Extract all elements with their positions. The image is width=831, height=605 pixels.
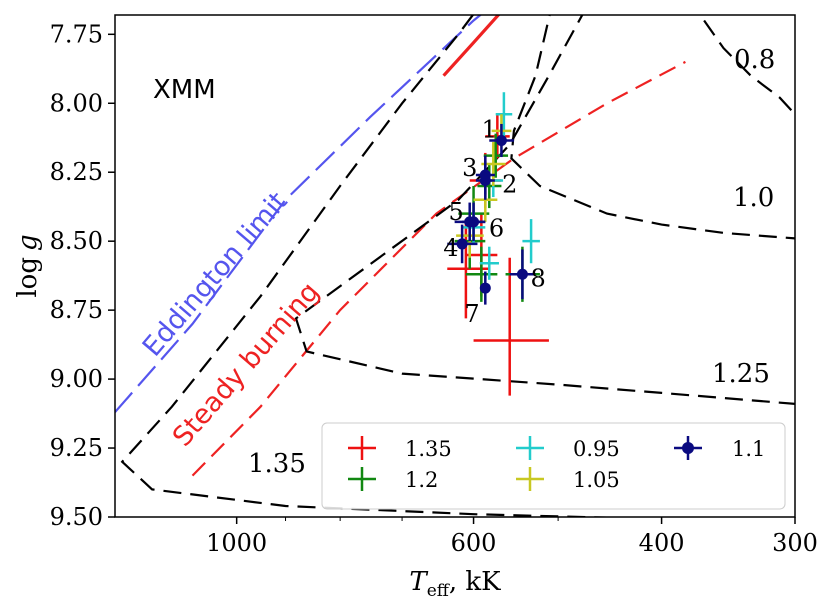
legend-marker-1.35 [348, 436, 376, 460]
point-label-5: 5 [448, 198, 463, 226]
y-tick-label: 9.25 [50, 434, 103, 462]
x-tick-label: 300 [772, 529, 818, 557]
legend-label-1.1: 1.1 [732, 437, 765, 461]
y-axis-label: logg [13, 234, 43, 297]
legend-label-1.35: 1.35 [405, 437, 452, 461]
x-tick-label: 400 [639, 529, 685, 557]
point-1.1-2 [475, 161, 495, 200]
y-tick-label: 8.25 [50, 158, 103, 186]
curve-contour-1.35 [120, 15, 625, 517]
point-label-7: 7 [464, 300, 479, 328]
curve-contour-1.0 [510, 15, 795, 240]
point-label-4: 4 [443, 234, 458, 262]
marker [456, 238, 468, 250]
legend-marker-0.95 [516, 436, 544, 460]
marker [495, 135, 507, 146]
x-tick-label: 1000 [206, 529, 267, 557]
point-0.95-1 [522, 219, 540, 264]
legend-label-0.95: 0.95 [573, 437, 620, 461]
y-tick-label: 8.75 [50, 296, 103, 324]
y-tick-label: 9.00 [50, 365, 103, 393]
axis-ticks: 1000 600 400 300 7.75 8.00 8.25 8.50 8.75 9.00 9.2… [50, 20, 818, 557]
point-1.1-8 [509, 249, 536, 300]
point-1.1-1 [489, 123, 514, 158]
point-0.95-2 [479, 246, 499, 280]
point-1.1-7 [479, 271, 491, 305]
curve-red-solid [442, 15, 501, 77]
point-1.1-6 [462, 202, 486, 242]
marker [479, 174, 491, 186]
contour-label-1.25: 1.25 [712, 359, 770, 389]
legend-markers [348, 436, 702, 491]
curve-steady [191, 60, 686, 477]
data-points [447, 92, 549, 396]
legend-label-1.2: 1.2 [405, 468, 438, 492]
point-label-8: 8 [531, 264, 546, 292]
x-axis-label: Teff, kK [409, 567, 501, 601]
legend-box [321, 422, 786, 510]
point-label-2: 2 [502, 171, 517, 199]
point-label-3: 3 [462, 154, 477, 182]
contour-label-0.8: 0.8 [734, 45, 775, 75]
curve-contour-1.25 [294, 15, 795, 405]
point-1.2-0 [465, 246, 498, 302]
curve-eddington [115, 15, 483, 413]
x-tick-label: 600 [451, 529, 497, 557]
marker [479, 282, 491, 294]
point-label-1: 1 [482, 115, 497, 143]
marker [516, 268, 528, 280]
point-1.35-0 [473, 257, 549, 396]
legend: 1.35 1.2 0.95 1.05 1.1 [321, 422, 786, 510]
point-0.95-0 [495, 92, 513, 137]
legend-marker-1.2 [348, 467, 376, 491]
curve-contour-0.8 [703, 19, 795, 116]
point-label-6: 6 [489, 215, 504, 243]
curve-labels: Eddington limit Steady burning 1.35 1.25… [137, 45, 776, 479]
panel-label: XMM [153, 75, 216, 105]
y-tick-label: 7.75 [50, 20, 103, 48]
y-tick-label: 9.50 [50, 503, 103, 531]
point-1.1-4 [447, 224, 478, 264]
legend-marker-1.05 [516, 467, 544, 491]
contour-label-1.0: 1.0 [733, 183, 774, 213]
point-1.35-4 [485, 114, 510, 159]
legend-marker-1.1 [674, 436, 702, 460]
curves [115, 15, 795, 517]
legend-dot [682, 442, 694, 454]
axes-frame [114, 14, 796, 518]
point-labels: 132 56 4 8 7 [443, 115, 545, 328]
marker [468, 216, 480, 228]
contour-label-1.35: 1.35 [248, 449, 306, 479]
legend-label-1.05: 1.05 [573, 468, 620, 492]
y-tick-label: 8.50 [50, 227, 103, 255]
y-tick-label: 8.00 [50, 89, 103, 117]
